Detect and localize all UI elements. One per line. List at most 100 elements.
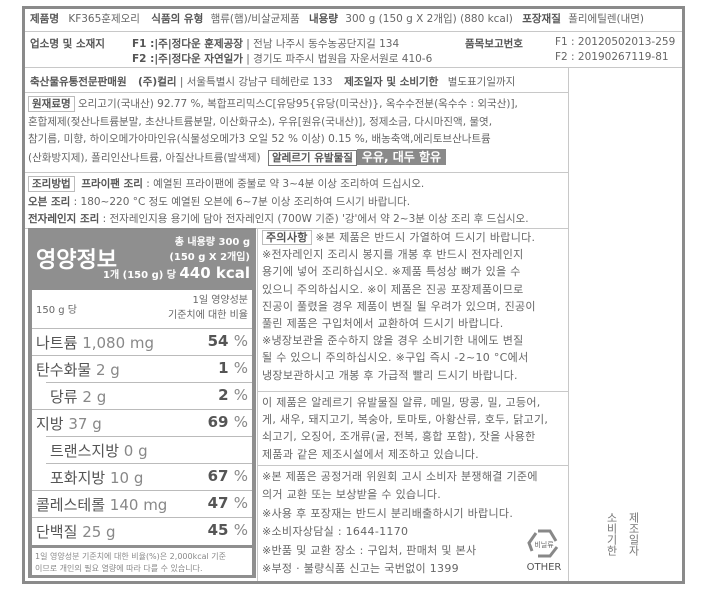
nutrient-name: 포화지방 10 g <box>50 469 144 487</box>
nutrient-name: 지방 37 g <box>36 415 102 433</box>
food-type: 햄류(햄)/비살균제품 <box>210 13 300 25</box>
seller-row: 축산물유통전문판매원 (주)컬리 | 서울특별시 강남구 테헤란로 133 제조… <box>30 74 515 89</box>
nutrient-percent: 47 % <box>207 494 248 512</box>
text-line: 냉장보관하시고 개봉 후 가급적 빨리 드시기 바랍니다. <box>262 368 518 382</box>
date-value: 별도표기일까지 <box>447 76 516 88</box>
ingredients-line: (산화방지제), 폴리인산나트륨, 아질산나트륨(발색제) <box>28 151 261 164</box>
expiry-date-label: 소비기한 <box>605 512 618 556</box>
text-line: 쇠고기, 오징어, 조개류(굴, 전복, 홍합 포함), 잣을 사용한 <box>262 430 536 444</box>
text-line: ※본 제품은 공정거래 위원회 고시 소비자 분쟁해결 기준에 <box>262 470 538 483</box>
nutrient-row: 당류 2 g 2 % <box>46 382 252 409</box>
report-f2: F2 : 20190267119-81 <box>555 51 669 63</box>
footnote-line: 이므로 개인의 필요 열량에 따라 다를 수 있습니다. <box>35 564 203 573</box>
text-line: ※소비자상담실 : 1644-1170 <box>262 525 409 539</box>
maker-f2: F2 :|주|정다운 자연일가 | 경기도 파주시 법원읍 자운서원로 410-… <box>132 51 432 66</box>
ingredients: 원재료명 오리고기(국내산) 92.77 %, 복합프리믹스C[유당95{유당(… <box>28 96 518 167</box>
food-type-label: 식품의 유형 <box>151 13 204 25</box>
ingredients-line: 혼합제제(젖산나트륨분말, 초산나트륨분말, 이산화규소), 우유[원유(국내산… <box>28 115 493 128</box>
ingredients-label: 원재료명 <box>28 96 75 112</box>
divider <box>25 172 568 173</box>
f1-address: | 전남 나주시 동수농공단지길 134 <box>246 38 400 50</box>
text-line: 게, 새우, 돼지고기, 복숭아, 토마토, 아황산류, 호두, 닭고기, <box>262 413 549 427</box>
nutrition-panel: 영양정보 총 내용량 300 g (150 g X 2개입) 1개 (150 g… <box>28 228 256 578</box>
ratio-label: 1일 영양성분 <box>192 295 248 306</box>
cooking-label: 조리방법 <box>28 176 75 192</box>
text-line: 진공이 풀렸을 경우 제품이 변질 될 우려가 있으며, 진공이 <box>262 299 536 313</box>
product-row: 제품명 KF365훈제오리 식품의 유형 햄류(햄)/비살균제품 내용량 300… <box>30 11 644 26</box>
nutrient-row: 트랜스지방 0 g <box>46 436 252 463</box>
oven-label: 오븐 조리 <box>28 195 71 208</box>
f1-tag: F1 : <box>132 38 155 50</box>
nutrient-row: 지방 37 g 69 % <box>32 409 252 436</box>
ingredients-line: 참기름, 미향, 하이오메가아마인유(식물성오메가3 오일 52 % 이상) 0… <box>28 133 491 145</box>
recycle-code: OTHER <box>526 562 562 573</box>
nutrient-name: 나트륨 1,080 mg <box>36 334 155 352</box>
nutrient-percent: 54 % <box>207 332 248 350</box>
date-box: 제조일자 소비기한 <box>600 512 644 556</box>
divider <box>257 228 258 581</box>
nutrient-name: 당류 2 g <box>50 388 107 406</box>
text-line: 용기에 넣어 조리하십시오. ※제품 특성상 뼈가 있을 수 <box>262 265 521 279</box>
allergy-value: 우유, 대두 함유 <box>356 148 447 165</box>
nutrient-name: 탄수화물 2 g <box>36 361 120 379</box>
f2-address: | 경기도 파주시 법원읍 자운서원로 410-6 <box>246 53 433 65</box>
text-line: 풀린 제품은 구입처에서 교환하여 드시기 바랍니다. <box>262 317 504 331</box>
divider <box>25 228 568 229</box>
oven-text: : 180~220 °C 정도 예열된 오븐에 6~7분 이상 조리하여 드시기… <box>70 195 411 208</box>
nutrient-row: 포화지방 10 g 67 % <box>46 463 252 490</box>
text-line: 될 수 있으니 주의하십시오. ※구입 즉시 -2~10 °C에서 <box>262 351 529 365</box>
product-name: KF365훈제오리 <box>68 13 140 25</box>
nutrient-row: 탄수화물 2 g 1 % <box>32 355 252 382</box>
packaging: 폴리에틸렌(내면) <box>568 13 645 25</box>
divider <box>568 67 569 581</box>
manufacture-date-label: 제조일자 <box>627 512 640 556</box>
text-line: ※냉장보관을 준수하지 않을 경우 소비기한 내에도 변질 <box>262 334 524 348</box>
nutrient-name: 단백질 25 g <box>36 523 116 541</box>
ratio-label: 기준치에 대한 비율 <box>168 310 248 321</box>
caution: 주의사항 ※본 제품은 반드시 가열하여 드시기 바랍니다. ※전자레인지 조리… <box>262 229 536 384</box>
nutrient-row: 단백질 25 g 45 % <box>32 517 252 544</box>
divider <box>25 31 682 32</box>
recycle-material: 비닐류 <box>534 540 554 549</box>
nutrition-title: 영양정보 <box>36 248 117 273</box>
nutrient-percent: 2 % <box>218 386 248 404</box>
text-line: ※전자레인지 조리시 봉지를 개봉 후 반드시 전자레인지 <box>262 248 524 262</box>
per-serving: 1개 (150 g) 당 <box>103 270 176 281</box>
allergen-notice: 이 제품은 알레르기 유발물질 알류, 메밀, 땅콩, 밀, 고등어, 게, 새우… <box>262 394 548 463</box>
recycle-mark: 비닐류 OTHER <box>522 527 566 573</box>
nutrition-header: 영양정보 총 내용량 300 g (150 g X 2개입) 1개 (150 g… <box>28 228 256 290</box>
seller-label: 축산물유통전문판매원 <box>30 76 127 88</box>
nutrient-percent: 69 % <box>207 413 248 431</box>
maker-f1: F1 :|주|정다운 훈제공장 | 전남 나주시 동수농공단지길 134 <box>132 36 399 51</box>
f1-name: |주|정다운 훈제공장 <box>154 38 243 50</box>
kcal: 440 kcal <box>179 264 250 282</box>
text-line: ※사용 후 포장재는 반드시 분리배출하시기 바랍니다. <box>262 506 514 520</box>
footnote-line: 1일 영양성분 기준치에 대한 비율(%)은 2,000kcal 기준 <box>35 552 227 561</box>
amount-label: 내용량 <box>308 13 338 25</box>
allergy-label: 알레르기 유발물질 <box>267 149 357 166</box>
divider <box>25 67 682 68</box>
seller-name: (주)컬리 <box>137 76 177 88</box>
total-amount: 총 내용량 300 g <box>174 237 250 248</box>
nutrient-percent: 1 % <box>218 359 248 377</box>
pan-label: 프라이팬 조리 <box>81 178 143 190</box>
notices: ※본 제품은 공정거래 위원회 고시 소비자 분쟁해결 기준에 의거 교환 또는 … <box>262 468 538 578</box>
cooking: 조리방법 프라이팬 조리 : 예열된 프라이팬에 중불로 약 3~4분 이상 조… <box>28 176 529 229</box>
recycle-icon: 비닐류 <box>527 529 559 558</box>
per-label: 150 g 당 <box>36 305 77 316</box>
f2-name: |주|정다운 자연일가 <box>154 53 243 65</box>
caution-label: 주의사항 <box>262 230 312 245</box>
microwave-text: : 전자레인지용 용기에 담아 전자레인지 (700W 기준) '강'에서 약 … <box>99 213 529 225</box>
nutrient-percent: 67 % <box>207 467 248 485</box>
amount: 300 g (150 g X 2개입) (880 kcal) <box>345 13 513 25</box>
f2-tag: F2 : <box>132 53 155 65</box>
product-name-label: 제품명 <box>30 13 59 25</box>
nutrient-percent: 45 % <box>207 521 248 539</box>
pan-text: : 예열된 프라이팬에 중불로 약 3~4분 이상 조리하여 드십시오. <box>142 178 425 190</box>
text-line: ※부정 · 불량식품 신고는 국번없이 1399 <box>262 562 459 576</box>
microwave-label: 전자레인지 조리 <box>28 213 100 225</box>
ingredients-line: 오리고기(국내산) 92.77 %, 복합프리믹스C[유당95{유당(미국산)}… <box>77 98 518 110</box>
packaging-label: 포장재질 <box>522 13 561 25</box>
